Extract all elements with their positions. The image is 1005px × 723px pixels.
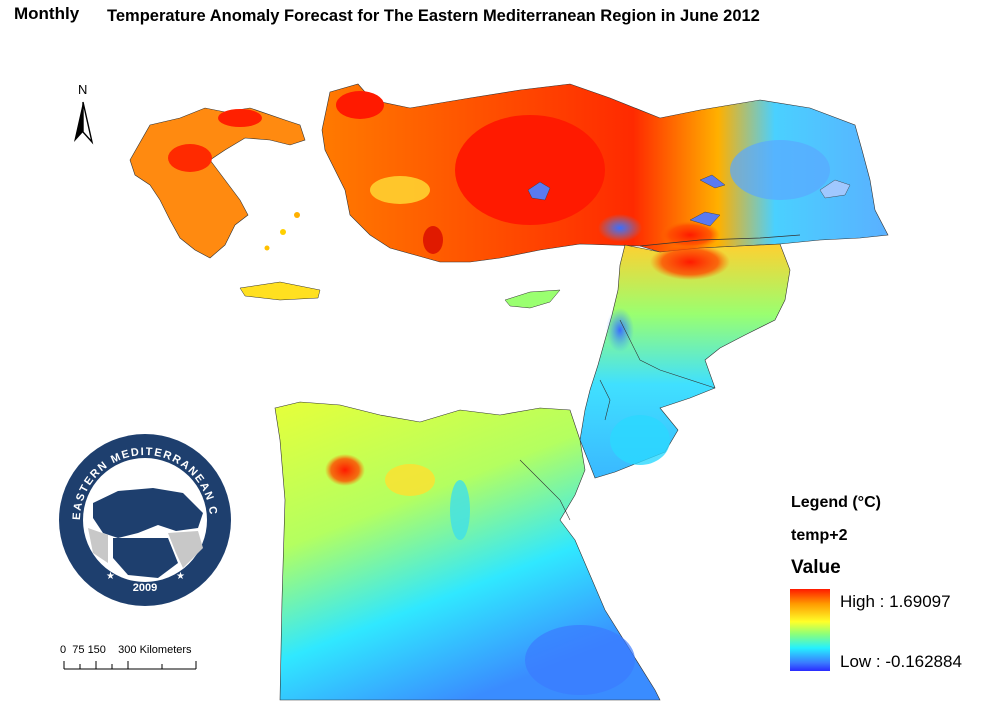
scale-tick-150: 150 xyxy=(87,644,106,656)
scale-tick-300: 300 xyxy=(118,644,137,656)
map-title: Temperature Anomaly Forecast for The Eas… xyxy=(107,7,760,25)
north-label: N xyxy=(78,82,88,97)
scale-tick-75: 75 xyxy=(72,644,85,656)
region-levant xyxy=(579,234,801,479)
legend-color-ramp xyxy=(790,589,830,671)
scale-bar xyxy=(63,661,197,670)
north-arrow-icon xyxy=(74,101,94,145)
emcc-logo: EASTERN MEDITERRANEAN CLIMATE CENTRE 200… xyxy=(58,433,231,606)
region-cyprus xyxy=(504,289,561,309)
scale-bar-labels: 0 75 150 300 Kilometers xyxy=(60,644,192,656)
legend-low-label: Low : -0.162884 xyxy=(840,652,962,671)
region-turkey xyxy=(321,83,889,263)
map-title-prefix: Monthly xyxy=(14,4,80,23)
legend-high-label: High : 1.69097 xyxy=(840,592,951,611)
logo-star-left: ★ xyxy=(106,571,115,582)
legend-layer-name: temp+2 xyxy=(791,527,848,544)
region-egypt xyxy=(274,401,661,701)
legend-title: Legend (°C) xyxy=(791,494,881,511)
logo-year: 2009 xyxy=(133,582,157,594)
legend-field-name: Value xyxy=(791,557,841,578)
logo-star-right: ★ xyxy=(176,571,185,582)
region-greece xyxy=(129,107,321,301)
scale-unit: Kilometers xyxy=(139,644,192,656)
scale-tick-0: 0 xyxy=(60,644,67,656)
